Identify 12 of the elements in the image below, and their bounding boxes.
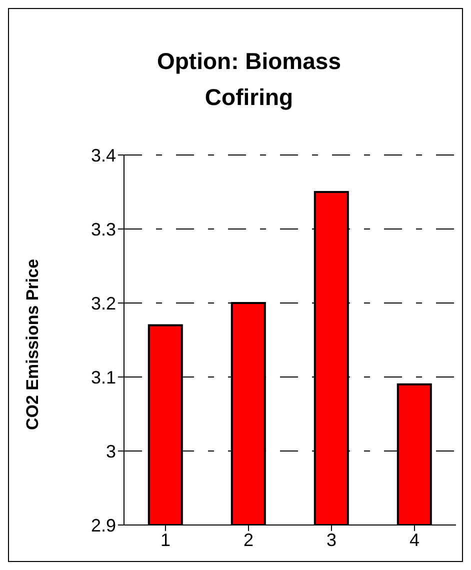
y-tick-label: 2.9 [90, 515, 116, 536]
x-tick-label: 1 [160, 530, 171, 550]
chart-title: Option: Biomass Cofiring [156, 47, 342, 112]
y-tick-label: 3.2 [90, 293, 116, 314]
y-tick-label: 3.4 [90, 145, 116, 166]
x-tick-label: 4 [409, 530, 420, 550]
y-tick-label: 3 [106, 441, 116, 462]
y-tick-label: 3.3 [90, 219, 116, 240]
x-tick-label: 2 [243, 530, 254, 550]
y-axis-title: CO2 Emissions Price [23, 258, 42, 430]
y-tick-label: 3.1 [90, 367, 116, 388]
x-tick-label: 3 [326, 530, 337, 550]
